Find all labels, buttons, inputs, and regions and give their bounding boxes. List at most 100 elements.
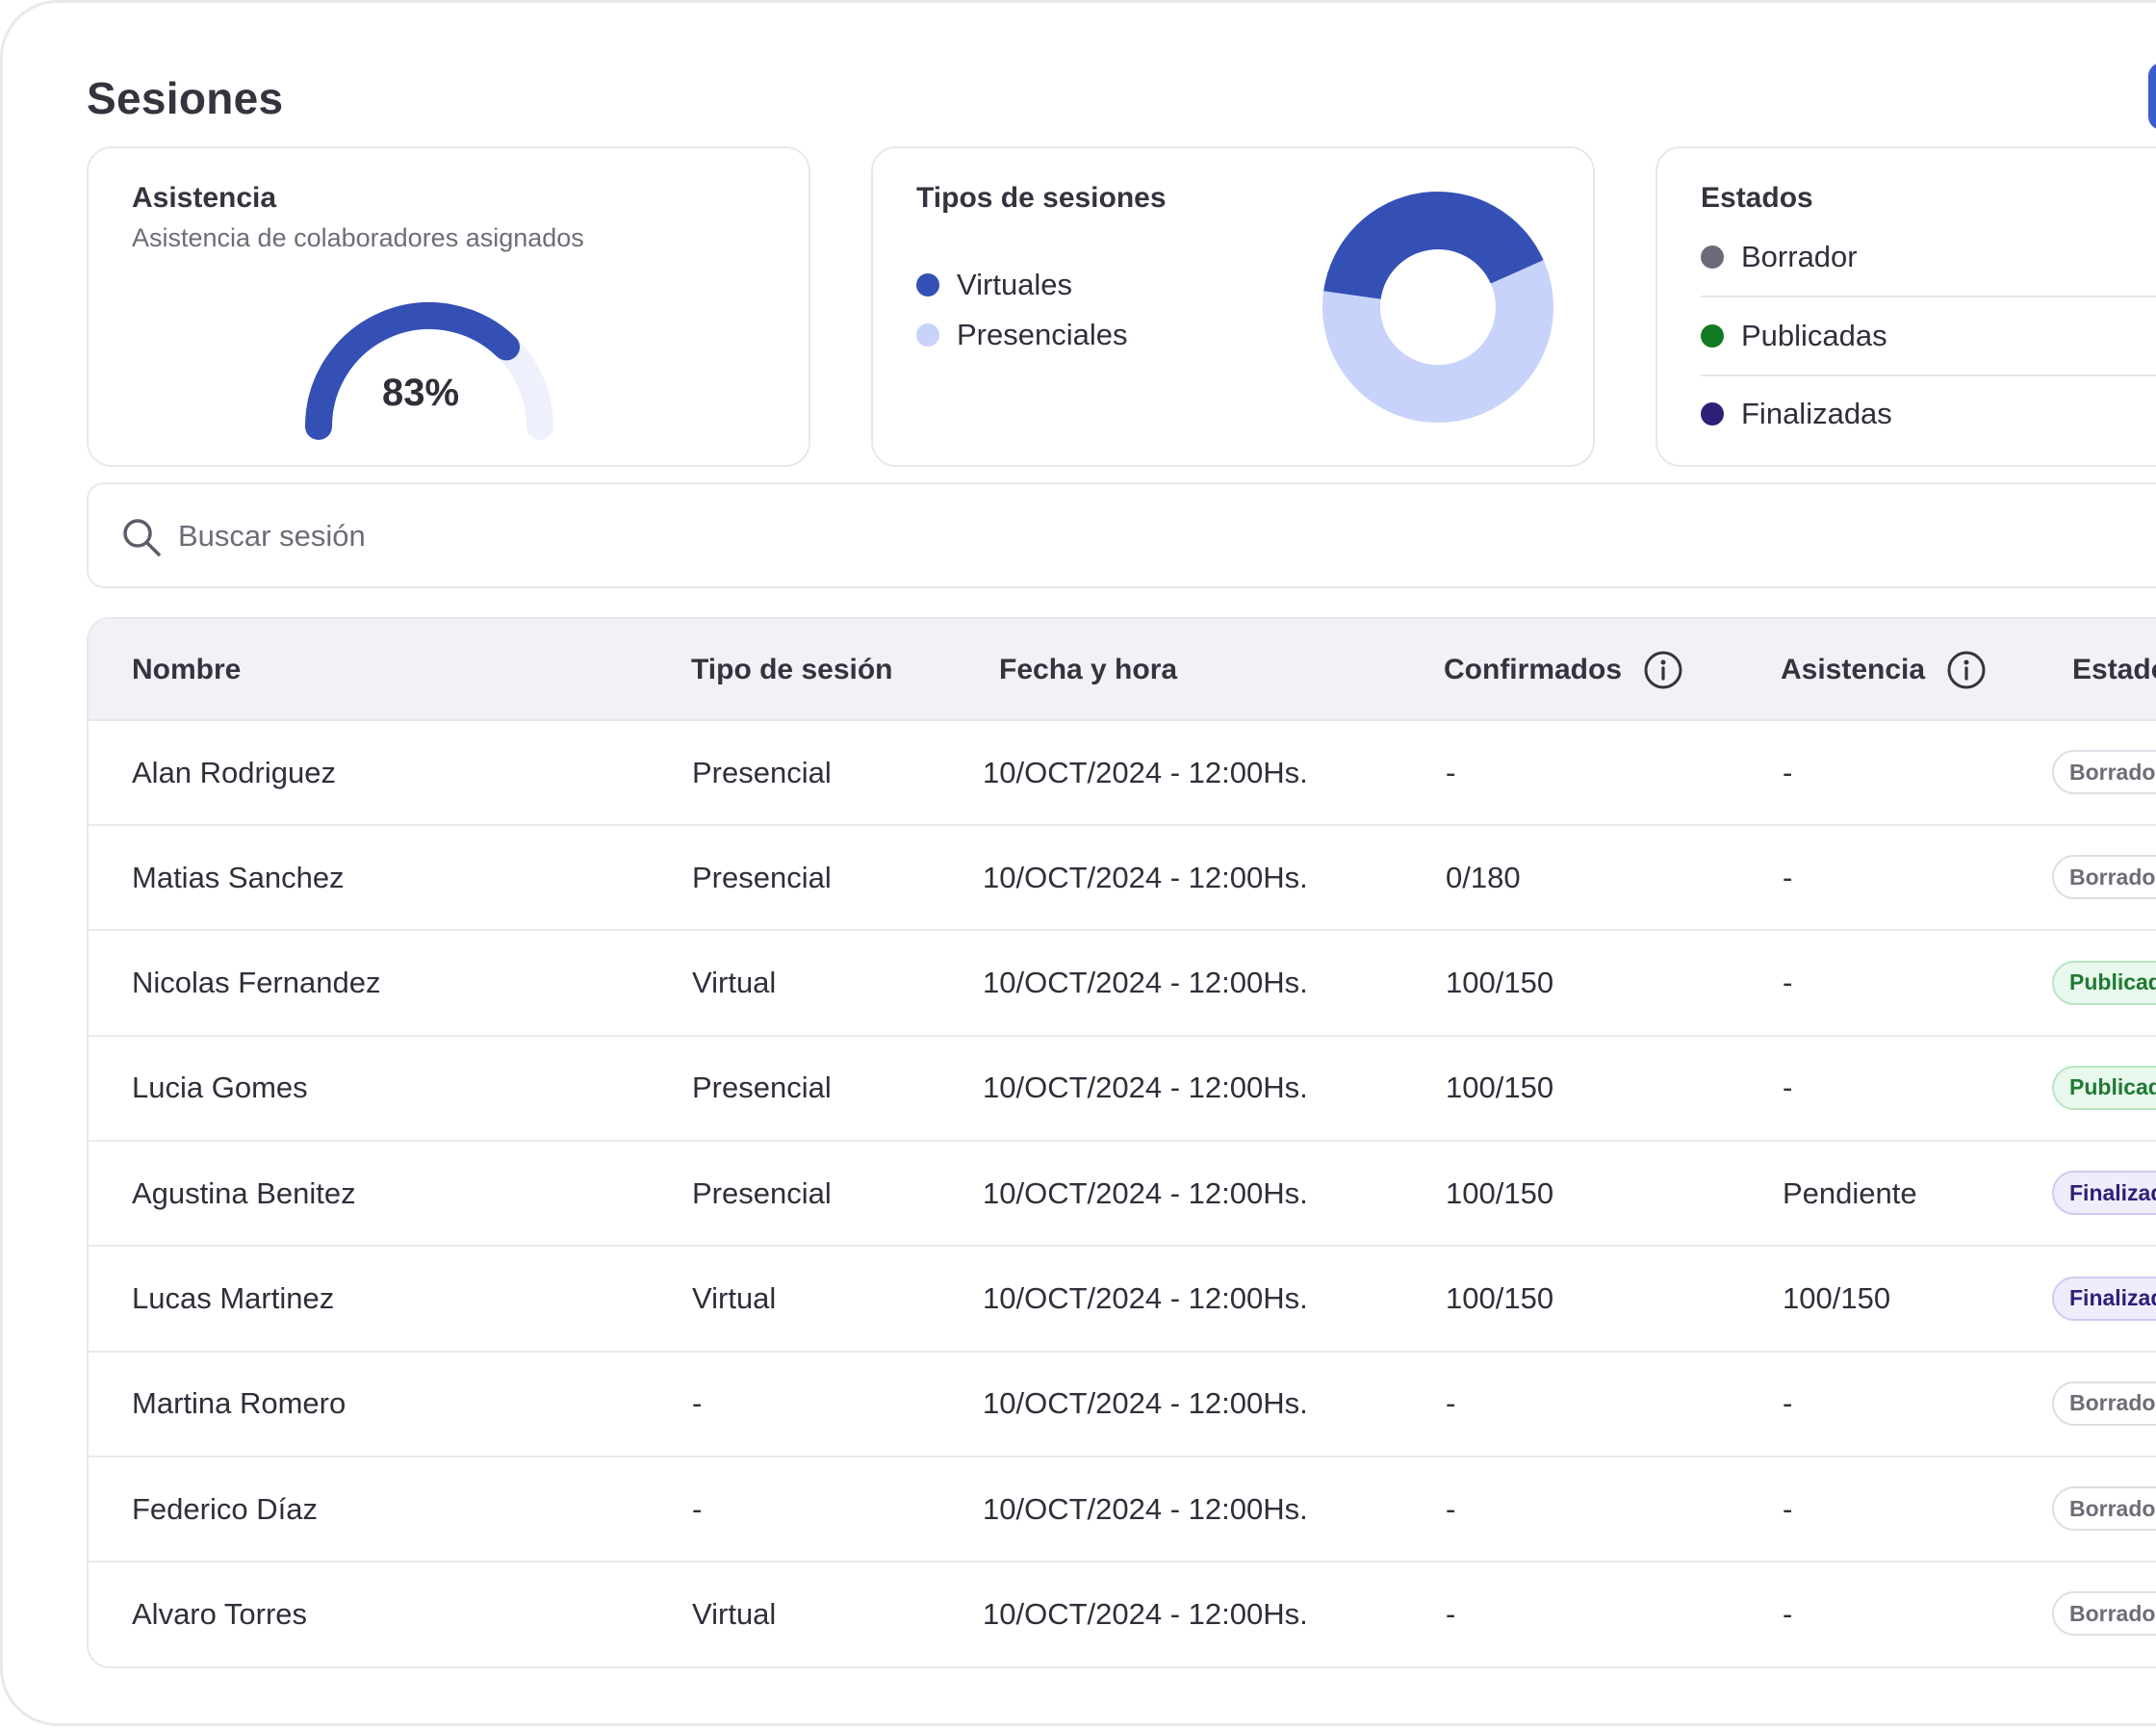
- status-badge: Borrador: [2052, 1381, 2156, 1426]
- attendance-gauge-fill: [305, 302, 521, 440]
- table-row[interactable]: Nicolas Fernandez Virtual 10/OCT/2024 - 12…: [89, 932, 2156, 1037]
- table-row[interactable]: Lucia Gomes Presencial 10/OCT/2024 - 12:00…: [89, 1037, 2156, 1142]
- cell-fecha-hora: 10/OCT/2024 - 12:00Hs.: [983, 1596, 1308, 1631]
- cell-asistencia: -: [1783, 755, 1793, 789]
- cell-fecha-hora: 10/OCT/2024 - 12:00Hs.: [983, 1175, 1308, 1210]
- cell-confirmados: 100/150: [1446, 966, 1554, 1000]
- attendance-card: Asistencia Asistencia de colaboradores a…: [87, 146, 810, 467]
- cell-asistencia: -: [1783, 1596, 1793, 1631]
- cell-tipo-sesion: Virtual: [692, 1281, 777, 1315]
- status-badge: Finalizada: [2052, 1171, 2156, 1216]
- cell-confirmados: 0/180: [1446, 860, 1521, 894]
- attendance-card-subtitle: Asistencia de colaboradores asignados: [132, 223, 584, 252]
- cell-tipo-sesion: Presencial: [692, 860, 832, 894]
- legend-dot-virtuales: [916, 273, 939, 297]
- states-card-title: Estados: [1701, 182, 1813, 214]
- status-badge: Borrador: [2052, 1591, 2156, 1637]
- page-title: Sesiones: [87, 73, 284, 123]
- cell-fecha-hora: 10/OCT/2024 - 12:00Hs.: [983, 966, 1308, 1000]
- status-badge: Borrador: [2052, 750, 2156, 794]
- legend-dot-presenciales: [916, 323, 939, 347]
- table-row[interactable]: Martina Romero - 10/OCT/2024 - 12:00Hs. - - B…: [89, 1353, 2156, 1458]
- cell-nombre: Matias Sanchez: [132, 860, 345, 894]
- cell-tipo-sesion: Virtual: [692, 966, 777, 1000]
- cell-fecha-hora: 10/OCT/2024 - 12:00Hs.: [983, 1386, 1308, 1421]
- state-dot-borrador: [1701, 245, 1724, 269]
- legend-label-presenciales: Presenciales: [957, 318, 1128, 351]
- session-types-donut: [1322, 192, 1553, 423]
- cell-tipo-sesion: Virtual: [692, 1596, 777, 1631]
- header-asistencia: Asistencia: [1781, 619, 1987, 721]
- cell-confirmados: 100/150: [1446, 1175, 1554, 1210]
- header-fecha-hora[interactable]: Fecha y hora: [999, 654, 1178, 685]
- header-estado[interactable]: Estado: [2072, 654, 2156, 685]
- state-label-publicadas: Publicadas: [1741, 319, 1887, 352]
- header-confirmados: Confirmados: [1444, 619, 1683, 721]
- attendance-card-title: Asistencia: [132, 182, 277, 214]
- attendance-percentage: 83%: [381, 372, 460, 414]
- status-badge: Finalizada: [2052, 1276, 2156, 1321]
- legend-label-virtuales: Virtuales: [957, 268, 1073, 301]
- table-row[interactable]: Matias Sanchez Presencial 10/OCT/2024 - 12…: [89, 826, 2156, 932]
- search-bar[interactable]: [87, 482, 2156, 588]
- donut-segment-virtuales: [1323, 192, 1544, 300]
- cell-tipo-sesion: -: [692, 1386, 703, 1421]
- status-badge: Publicada: [2052, 960, 2156, 1005]
- cell-nombre: Martina Romero: [132, 1386, 346, 1421]
- cell-fecha-hora: 10/OCT/2024 - 12:00Hs.: [983, 755, 1308, 789]
- info-icon[interactable]: [1643, 650, 1683, 690]
- status-badge: Borrador: [2052, 1486, 2156, 1532]
- cell-nombre: Lucas Martinez: [132, 1281, 335, 1315]
- cell-tipo-sesion: Presencial: [692, 1175, 832, 1210]
- cell-asistencia: -: [1783, 1491, 1793, 1526]
- header-tipo-sesion[interactable]: Tipo de sesión: [691, 654, 893, 685]
- header-nombre[interactable]: Nombre: [132, 654, 242, 685]
- table-row[interactable]: Federico Díaz - 10/OCT/2024 - 12:00Hs. - - Bo…: [89, 1458, 2156, 1563]
- cell-fecha-hora: 10/OCT/2024 - 12:00Hs.: [983, 1281, 1308, 1315]
- cell-confirmados: -: [1446, 755, 1456, 789]
- session-types-card: Tipos de sesiones Virtuales Presenciales: [871, 146, 1595, 467]
- table-row[interactable]: Alan Rodriguez Presencial 10/OCT/2024 - 12…: [89, 721, 2156, 826]
- cell-nombre: Alvaro Torres: [132, 1596, 308, 1631]
- cell-asistencia: -: [1783, 1071, 1793, 1105]
- table-header: Nombre Tipo de sesión Fecha y hora Confi…: [89, 619, 2156, 721]
- sessions-table: Nombre Tipo de sesión Fecha y hora Confi…: [87, 617, 2156, 1668]
- cell-nombre: Nicolas Fernandez: [132, 966, 381, 1000]
- search-icon: [123, 519, 161, 556]
- cell-asistencia: -: [1783, 1386, 1793, 1421]
- cell-fecha-hora: 10/OCT/2024 - 12:00Hs.: [983, 860, 1308, 894]
- cell-asistencia: -: [1783, 966, 1793, 1000]
- header-confirmados-label[interactable]: Confirmados: [1444, 654, 1623, 685]
- cell-confirmados: 100/150: [1446, 1071, 1554, 1105]
- table-row[interactable]: Alvaro Torres Virtual 10/OCT/2024 - 12:00H…: [89, 1562, 2156, 1666]
- state-dot-finalizadas: [1701, 402, 1724, 426]
- session-types-card-title: Tipos de sesiones: [916, 182, 1167, 214]
- primary-action-button[interactable]: [2148, 63, 2156, 130]
- cell-asistencia: 100/150: [1783, 1281, 1891, 1315]
- cell-confirmados: -: [1446, 1386, 1456, 1421]
- cell-fecha-hora: 10/OCT/2024 - 12:00Hs.: [983, 1071, 1308, 1105]
- state-dot-publicadas: [1701, 324, 1724, 348]
- cell-asistencia: -: [1783, 860, 1793, 894]
- cell-nombre: Lucia Gomes: [132, 1071, 308, 1105]
- state-item-borrador: Borrador: [1701, 219, 2156, 297]
- state-item-finalizadas: Finalizadas: [1701, 375, 2156, 452]
- state-label-finalizadas: Finalizadas: [1741, 397, 1892, 430]
- search-input[interactable]: [176, 507, 1335, 565]
- cell-nombre: Alan Rodriguez: [132, 755, 336, 789]
- legend-presenciales: Presenciales: [916, 318, 1127, 352]
- cell-tipo-sesion: Presencial: [692, 1071, 832, 1105]
- attendance-gauge: [305, 302, 553, 440]
- header-asistencia-label[interactable]: Asistencia: [1781, 654, 1926, 685]
- info-icon[interactable]: [1946, 650, 1987, 690]
- table-row[interactable]: Lucas Martinez Virtual 10/OCT/2024 - 12:00…: [89, 1248, 2156, 1353]
- cell-tipo-sesion: Presencial: [692, 755, 832, 789]
- cell-nombre: Agustina Benitez: [132, 1175, 356, 1210]
- cell-confirmados: 100/150: [1446, 1281, 1554, 1315]
- table-row[interactable]: Agustina Benitez Presencial 10/OCT/2024 - …: [89, 1142, 2156, 1248]
- cell-tipo-sesion: -: [692, 1491, 703, 1526]
- status-badge: Publicada: [2052, 1065, 2156, 1110]
- cell-confirmados: -: [1446, 1491, 1456, 1526]
- state-label-borrador: Borrador: [1741, 240, 1858, 273]
